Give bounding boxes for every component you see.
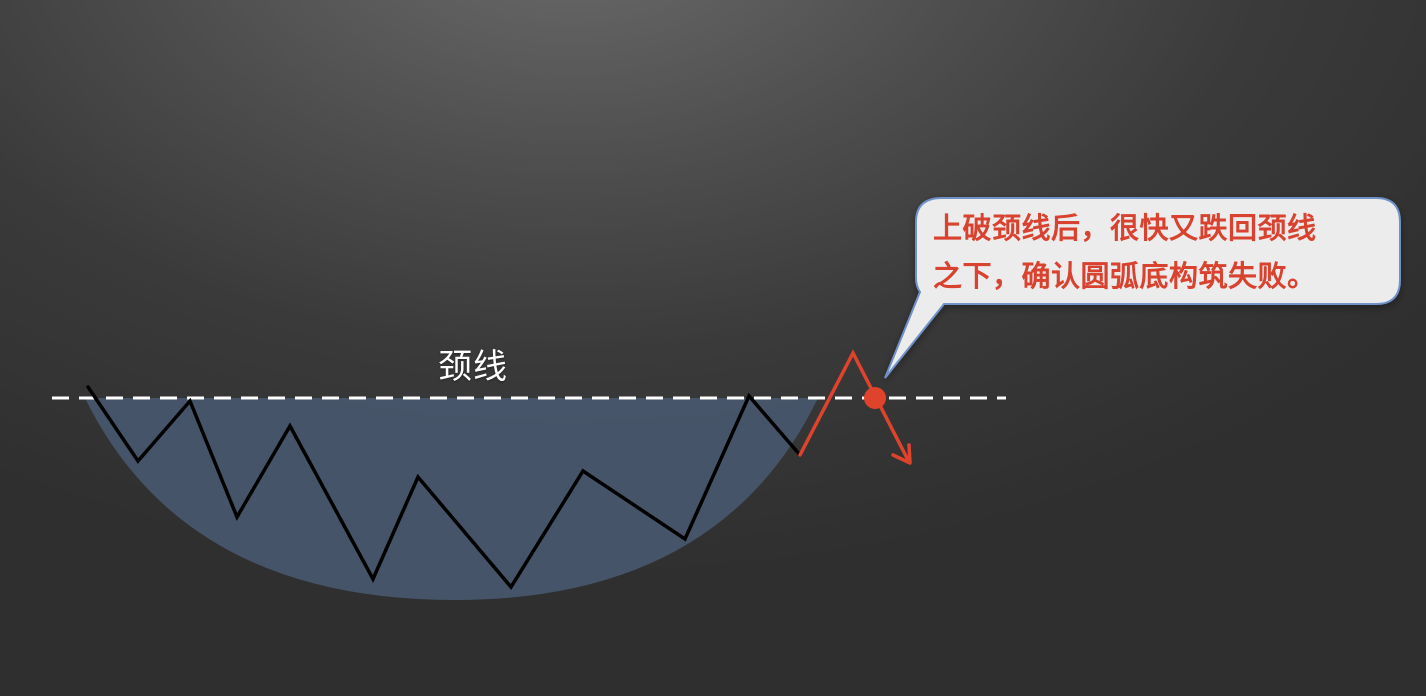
callout-text: 上破颈线后，很快又跌回颈线 之下，确认圆弧底构筑失败。 xyxy=(933,204,1385,300)
down-arrow-head-icon xyxy=(891,443,912,465)
breakout-failure-line xyxy=(798,349,910,462)
callout-bubble xyxy=(884,197,1401,379)
price-zigzag-line xyxy=(86,385,802,590)
rounding-bottom-bowl xyxy=(85,398,818,600)
failure-point-marker xyxy=(864,387,886,409)
callout-line-1: 上破颈线后，很快又跌回颈线 xyxy=(933,211,1317,245)
neckline-label: 颈线 xyxy=(438,347,508,387)
callout-line-2: 之下，确认圆弧底构筑失败。 xyxy=(933,259,1317,293)
